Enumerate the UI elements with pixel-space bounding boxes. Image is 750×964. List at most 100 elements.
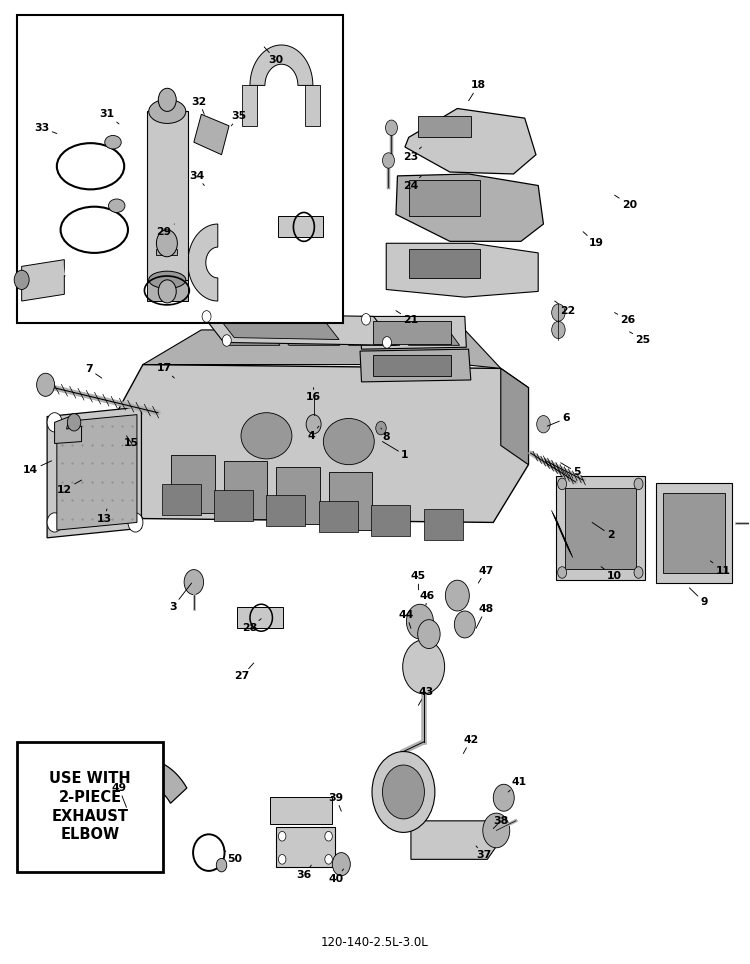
Text: 19: 19 — [583, 231, 603, 249]
Circle shape — [418, 620, 440, 649]
Text: 41: 41 — [509, 777, 526, 792]
Polygon shape — [278, 330, 340, 345]
Text: 12: 12 — [57, 480, 82, 495]
Polygon shape — [55, 416, 82, 443]
Polygon shape — [22, 259, 64, 301]
Bar — [409, 249, 480, 278]
Bar — [270, 797, 332, 823]
Text: 5: 5 — [561, 463, 580, 477]
Polygon shape — [201, 313, 396, 345]
Text: 35: 35 — [231, 111, 246, 126]
Circle shape — [558, 478, 567, 490]
Text: 38: 38 — [494, 816, 508, 828]
Text: 7: 7 — [86, 364, 102, 378]
Text: 42: 42 — [464, 735, 478, 754]
Polygon shape — [250, 45, 313, 86]
Text: 22: 22 — [555, 301, 576, 315]
Bar — [278, 216, 322, 237]
Ellipse shape — [552, 321, 566, 338]
Bar — [373, 321, 452, 344]
Text: 43: 43 — [419, 686, 434, 706]
Polygon shape — [188, 224, 218, 301]
Text: 1: 1 — [382, 442, 409, 460]
Circle shape — [278, 831, 286, 841]
Bar — [419, 117, 471, 138]
Text: 33: 33 — [34, 122, 57, 134]
Text: 11: 11 — [710, 561, 730, 576]
Bar — [305, 86, 320, 126]
Text: 16: 16 — [306, 388, 321, 402]
Text: 45: 45 — [411, 572, 426, 590]
Text: 29: 29 — [156, 224, 174, 237]
Polygon shape — [501, 368, 529, 465]
Circle shape — [382, 765, 424, 818]
Bar — [328, 472, 372, 530]
Polygon shape — [398, 330, 460, 345]
Circle shape — [454, 611, 476, 638]
Text: 9: 9 — [689, 588, 708, 607]
Text: 10: 10 — [601, 567, 622, 581]
Text: 120-140-2.5L-3.0L: 120-140-2.5L-3.0L — [321, 936, 429, 949]
Bar — [214, 490, 253, 521]
Text: 31: 31 — [100, 109, 119, 124]
Text: 39: 39 — [328, 792, 344, 812]
Circle shape — [216, 858, 226, 871]
Text: 17: 17 — [156, 363, 174, 378]
Bar — [236, 607, 283, 629]
Circle shape — [157, 229, 177, 256]
Ellipse shape — [552, 304, 566, 321]
Ellipse shape — [323, 418, 374, 465]
Bar — [147, 112, 188, 280]
Circle shape — [406, 604, 433, 639]
Bar — [242, 86, 257, 126]
Text: 23: 23 — [404, 147, 422, 162]
Circle shape — [537, 415, 550, 433]
Circle shape — [403, 640, 445, 694]
Circle shape — [376, 421, 386, 435]
Circle shape — [47, 513, 62, 532]
Circle shape — [634, 567, 643, 578]
Circle shape — [362, 313, 370, 325]
Text: 3: 3 — [169, 583, 191, 612]
Polygon shape — [338, 330, 400, 345]
Bar — [17, 742, 164, 871]
Text: 47: 47 — [478, 566, 494, 583]
Text: 46: 46 — [420, 591, 435, 605]
Bar — [319, 501, 358, 532]
Bar — [224, 461, 267, 519]
Ellipse shape — [109, 199, 125, 212]
Text: 4: 4 — [308, 426, 319, 441]
Circle shape — [306, 415, 321, 434]
Circle shape — [332, 852, 350, 875]
Text: 20: 20 — [614, 195, 637, 210]
Bar — [424, 509, 463, 540]
Text: 6: 6 — [548, 414, 570, 426]
Ellipse shape — [148, 271, 186, 288]
Text: 14: 14 — [23, 461, 52, 475]
Text: 44: 44 — [399, 610, 414, 629]
Circle shape — [128, 513, 143, 532]
Text: 50: 50 — [224, 849, 242, 865]
Bar — [147, 280, 188, 301]
Polygon shape — [217, 330, 280, 345]
Circle shape — [37, 373, 55, 396]
Polygon shape — [386, 243, 538, 297]
Text: 25: 25 — [629, 332, 650, 344]
Bar — [17, 15, 343, 323]
Circle shape — [278, 854, 286, 864]
Circle shape — [68, 414, 81, 431]
Bar — [162, 484, 200, 515]
Bar — [371, 505, 410, 536]
Circle shape — [158, 280, 176, 303]
Text: 36: 36 — [296, 865, 311, 880]
Text: 32: 32 — [191, 96, 207, 115]
Circle shape — [372, 752, 435, 832]
Bar — [373, 355, 452, 376]
Ellipse shape — [105, 136, 122, 148]
Bar — [556, 476, 644, 580]
Text: 8: 8 — [381, 428, 390, 442]
Circle shape — [634, 478, 643, 490]
Text: 40: 40 — [328, 869, 344, 884]
Polygon shape — [360, 349, 471, 382]
Polygon shape — [143, 330, 501, 368]
